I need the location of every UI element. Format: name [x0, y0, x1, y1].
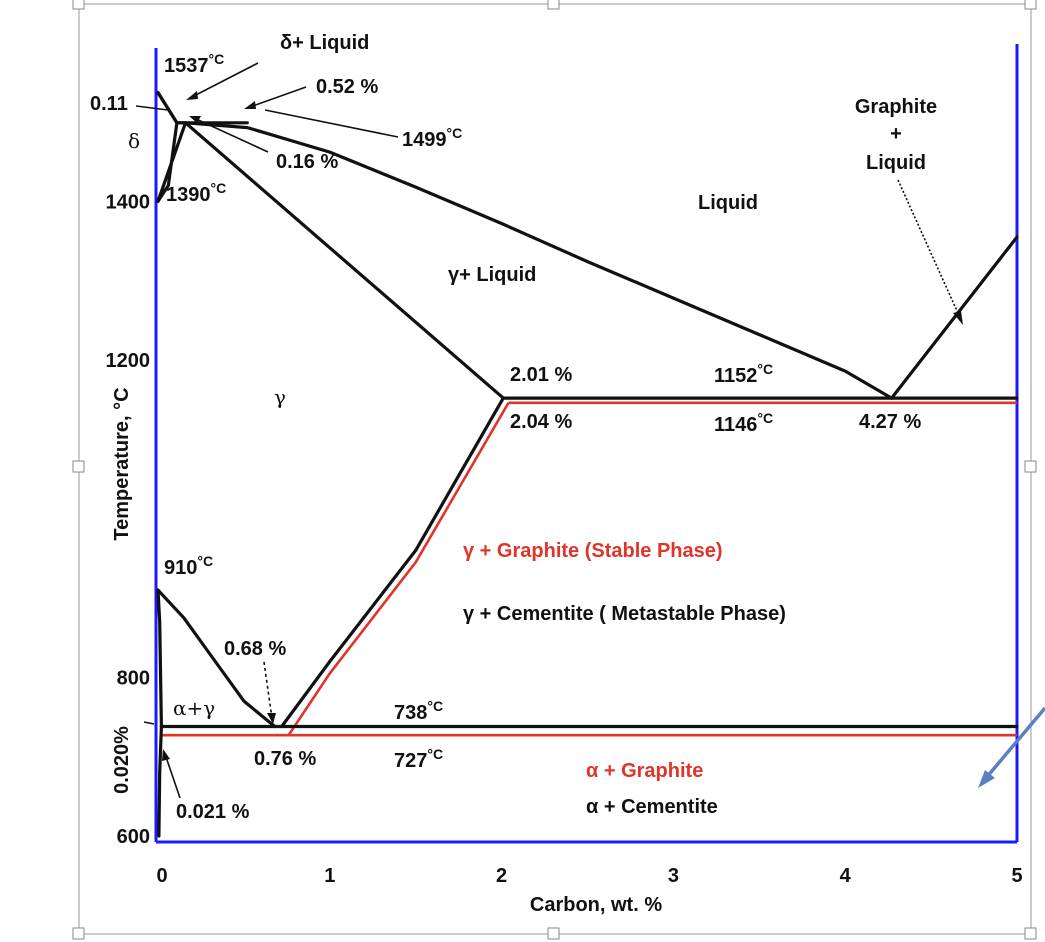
- arrowhead-graphite-liquid: [953, 311, 963, 325]
- x-tick-label: 5: [1011, 865, 1022, 887]
- resize-handle-bottom-left[interactable]: [72, 927, 85, 940]
- y-tick-label: 800: [117, 667, 150, 689]
- label-gamma-liquid: γ+ Liquid: [448, 264, 536, 286]
- boundary-liquidus-main: [183, 121, 894, 400]
- label-liquid-graphite: Liquid: [866, 152, 926, 174]
- arrowhead-016: [189, 116, 201, 123]
- boundary-liquidus-graphite: [889, 235, 1019, 400]
- boundary-acm-stable: [287, 402, 510, 736]
- x-tick-label: 0: [156, 865, 167, 887]
- label-0020: 0.020%: [111, 726, 133, 794]
- label-alpha-graphite: α + Graphite: [586, 760, 703, 782]
- label-427: 4.27 %: [859, 411, 921, 433]
- x-tick-label: 2: [496, 865, 507, 887]
- resize-handle-top-left[interactable]: [72, 0, 85, 10]
- resize-handle-middle-left[interactable]: [72, 460, 85, 473]
- label-delta: δ: [128, 129, 140, 153]
- label-1152: 1152°C: [714, 361, 773, 387]
- boundary-a3: [156, 588, 277, 729]
- label-plus: +: [890, 123, 902, 145]
- label-graphite: Graphite: [855, 96, 937, 118]
- y-tick-label: 600: [117, 826, 150, 848]
- arrowhead-0021: [162, 749, 170, 761]
- label-910: 910°C: [164, 553, 213, 579]
- label-052: 0.52 %: [316, 76, 378, 98]
- label-738: 738°C: [394, 698, 443, 724]
- annotation-arrows: [135, 62, 963, 799]
- x-tick-label: 4: [840, 865, 852, 887]
- arrow-0020: [143, 721, 155, 725]
- label-alpha-cementite: α + Cementite: [586, 796, 718, 818]
- label-076: 0.76 %: [254, 748, 316, 770]
- label-1390: 1390°C: [166, 180, 226, 206]
- x-tick-label: 1: [324, 865, 335, 887]
- y-tick-labels: 1400 1200 800 600: [106, 191, 151, 848]
- annotation-labels: 1537°C δ+ Liquid 0.52 % 0.11 δ 1499°C 0.…: [90, 32, 937, 823]
- label-delta-liquid: δ+ Liquid: [280, 32, 369, 54]
- label-alpha-gamma: α+γ: [173, 696, 215, 720]
- arrow-1499: [264, 109, 399, 138]
- y-tick-label: 1200: [106, 350, 151, 372]
- arrow-graphite-liquid: [897, 179, 963, 323]
- resize-handles: [72, 0, 1037, 940]
- blue-pointer-arrowhead: [978, 770, 995, 788]
- arrow-0021: [164, 753, 181, 799]
- arrow-068: [263, 661, 273, 719]
- resize-handle-top-center[interactable]: [547, 0, 560, 10]
- resize-handle-top-right[interactable]: [1024, 0, 1037, 10]
- label-011: 0.11: [90, 93, 128, 115]
- arrow-1537: [189, 62, 259, 99]
- label-727: 727°C: [394, 746, 443, 772]
- x-axis-title: Carbon, wt. %: [530, 894, 662, 916]
- boundary-gamma-solidus: [183, 121, 505, 400]
- resize-handle-bottom-center[interactable]: [547, 927, 560, 940]
- label-1537: 1537°C: [164, 51, 224, 77]
- label-204: 2.04 %: [510, 411, 572, 433]
- blue-pointer-arrow: [984, 706, 1045, 780]
- label-gamma-cementite: γ + Cementite ( Metastable Phase): [463, 603, 786, 625]
- phase-boundaries: [156, 90, 1019, 838]
- arrowhead-1537: [186, 91, 198, 100]
- image-selection-frame: [78, 3, 1032, 935]
- boundary-gamma-delta: [156, 121, 188, 203]
- x-tick-labels: 0 1 2 3 4 5: [156, 865, 1022, 887]
- resize-handle-middle-right[interactable]: [1024, 460, 1037, 473]
- label-016: 0.16 %: [276, 151, 338, 173]
- label-gamma: γ: [274, 385, 286, 409]
- arrow-052: [249, 86, 307, 108]
- label-gamma-graphite: γ + Graphite (Stable Phase): [463, 540, 723, 562]
- arrow-016: [193, 117, 269, 153]
- resize-handle-bottom-right[interactable]: [1024, 927, 1037, 940]
- arrowhead-068: [267, 713, 276, 724]
- y-tick-label: 1400: [106, 191, 151, 213]
- boundary-alpha-solvus-b: [157, 724, 163, 838]
- label-0021: 0.021 %: [176, 801, 250, 823]
- label-201: 2.01 %: [510, 364, 572, 386]
- boundary-alpha-solvus-a: [156, 588, 163, 729]
- label-068: 0.68 %: [224, 638, 286, 660]
- label-1146: 1146°C: [714, 410, 773, 436]
- boundary-delta-solidus: [156, 90, 179, 125]
- label-liquid: Liquid: [698, 192, 758, 214]
- x-tick-label: 3: [668, 865, 679, 887]
- arrow-011: [135, 105, 169, 111]
- y-axis-title: Temperature, °C: [111, 387, 133, 540]
- label-1499: 1499°C: [402, 125, 462, 151]
- arrowhead-052: [244, 101, 256, 109]
- boundary-acm-metastable: [280, 396, 505, 729]
